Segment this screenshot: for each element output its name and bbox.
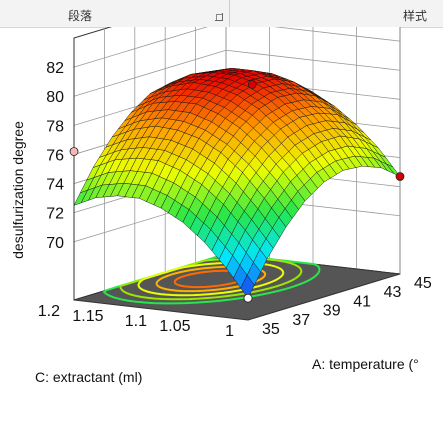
design-point [69, 147, 79, 156]
z-tick-label: 74 [46, 177, 64, 194]
styles-group-label: 样式 [403, 9, 428, 23]
design-point [243, 293, 253, 303]
x-tick-label: 45 [414, 275, 432, 292]
y-tick-label: 1.05 [159, 318, 190, 335]
design-points [69, 80, 405, 303]
response-surface [73, 67, 401, 299]
contour-line [155, 265, 267, 293]
y-tick-label: 1.15 [72, 308, 103, 325]
surface-cell [240, 274, 255, 299]
z-tick-label: 78 [46, 118, 64, 135]
ribbon-bar: 段落 样式 [0, 0, 443, 28]
x-axis-label: A: temperature (° [312, 356, 419, 372]
z-tick-label: 76 [46, 147, 64, 164]
surface-plot: 70 72 74 76 78 80 82 35 37 39 41 43 45 1 1.05 1.1 1.15 1.… [10, 27, 432, 385]
y-tick-label: 1 [225, 323, 234, 340]
z-tick-label: 72 [46, 206, 64, 223]
tick-labels: 70 72 74 76 78 80 82 35 37 39 41 43 45 1 1.05 1.1 1.15 1.… [38, 60, 432, 340]
contour-line [119, 257, 303, 301]
y-tick-label: 1.1 [125, 313, 147, 330]
x-tick-label: 37 [292, 312, 310, 329]
y-tick-label: 1.2 [38, 303, 60, 320]
z-tick-label: 80 [46, 89, 64, 106]
paragraph-group-label: 段落 [68, 9, 93, 23]
ribbon-separator [229, 0, 230, 27]
y-axis-label: C: extractant (ml) [35, 369, 142, 385]
z-tick-label: 82 [46, 60, 64, 77]
x-tick-label: 39 [323, 303, 341, 320]
contour-line [137, 261, 285, 297]
x-tick-label: 35 [262, 321, 280, 338]
x-tick-label: 43 [384, 284, 402, 301]
design-point [247, 80, 257, 89]
z-gridline [73, 27, 401, 68]
z-tick-label: 70 [46, 235, 64, 252]
z-axis-label: desulfurization degree [10, 121, 26, 259]
design-point [395, 172, 405, 181]
dialog-launcher-icon[interactable] [215, 13, 223, 21]
x-tick-label: 41 [353, 293, 371, 310]
